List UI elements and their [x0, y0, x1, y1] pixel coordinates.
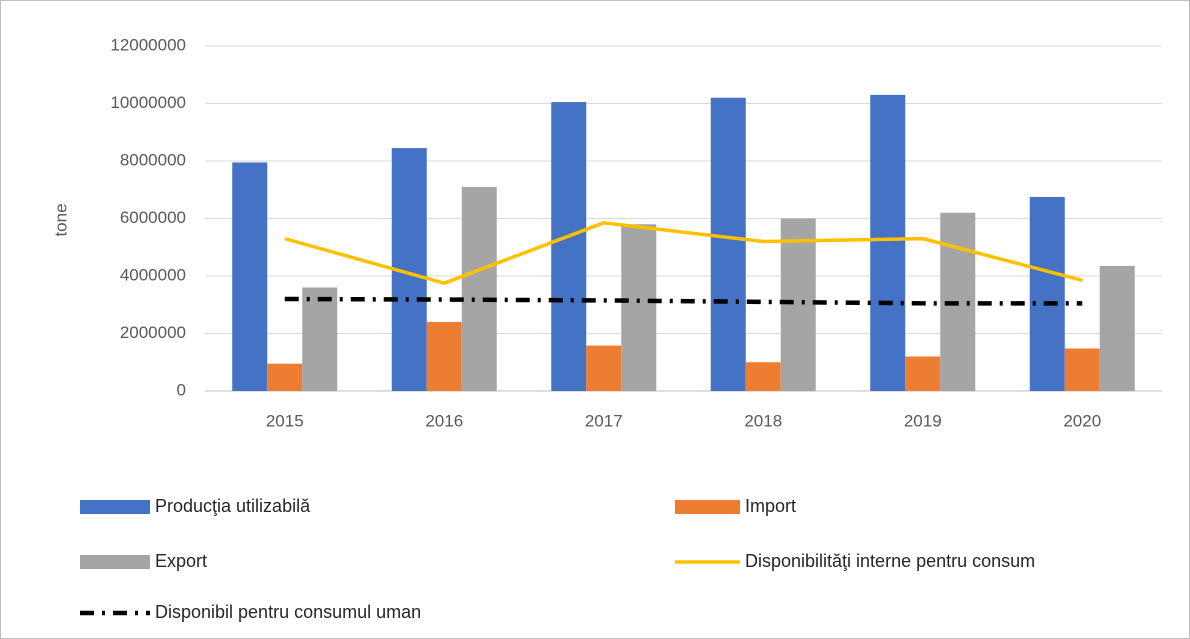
bar — [905, 356, 941, 391]
y-axis-label: tone — [51, 203, 70, 236]
bar — [1029, 196, 1065, 391]
bar — [426, 322, 462, 391]
legend-label: Producţia utilizabilă — [155, 496, 311, 516]
y-tick-label: 2000000 — [120, 323, 186, 342]
legend-swatch — [80, 555, 150, 569]
legend-label: Import — [745, 496, 796, 516]
legend-swatch — [80, 500, 150, 514]
y-tick-label: 6000000 — [120, 208, 186, 227]
bar — [586, 345, 622, 391]
x-tick-label: 2015 — [266, 411, 304, 430]
y-tick-label: 10000000 — [110, 93, 186, 112]
bar — [551, 102, 587, 391]
x-tick-label: 2016 — [425, 411, 463, 430]
y-tick-label: 8000000 — [120, 150, 186, 169]
x-tick-label: 2017 — [585, 411, 623, 430]
line — [284, 221, 1083, 285]
y-tick-label: 0 — [177, 380, 186, 399]
legend-label: Disponibil pentru consumul uman — [155, 602, 421, 622]
bar — [780, 218, 816, 391]
bar — [461, 186, 497, 391]
bar — [745, 362, 781, 391]
bar — [302, 287, 338, 391]
x-tick-label: 2019 — [904, 411, 942, 430]
y-tick-label: 4000000 — [120, 265, 186, 284]
bar — [267, 363, 303, 391]
bar — [870, 94, 906, 391]
legend-swatch — [675, 500, 740, 514]
x-tick-label: 2020 — [1063, 411, 1101, 430]
bar — [232, 162, 268, 391]
line — [284, 296, 1083, 306]
bar — [1064, 348, 1100, 391]
y-tick-label: 12000000 — [110, 35, 186, 54]
legend-label: Export — [155, 551, 207, 571]
bar — [1099, 265, 1135, 391]
bar — [621, 224, 657, 391]
legend-label: Disponibilităţi interne pentru consum — [745, 551, 1035, 571]
bar — [710, 97, 746, 391]
x-tick-label: 2018 — [744, 411, 782, 430]
